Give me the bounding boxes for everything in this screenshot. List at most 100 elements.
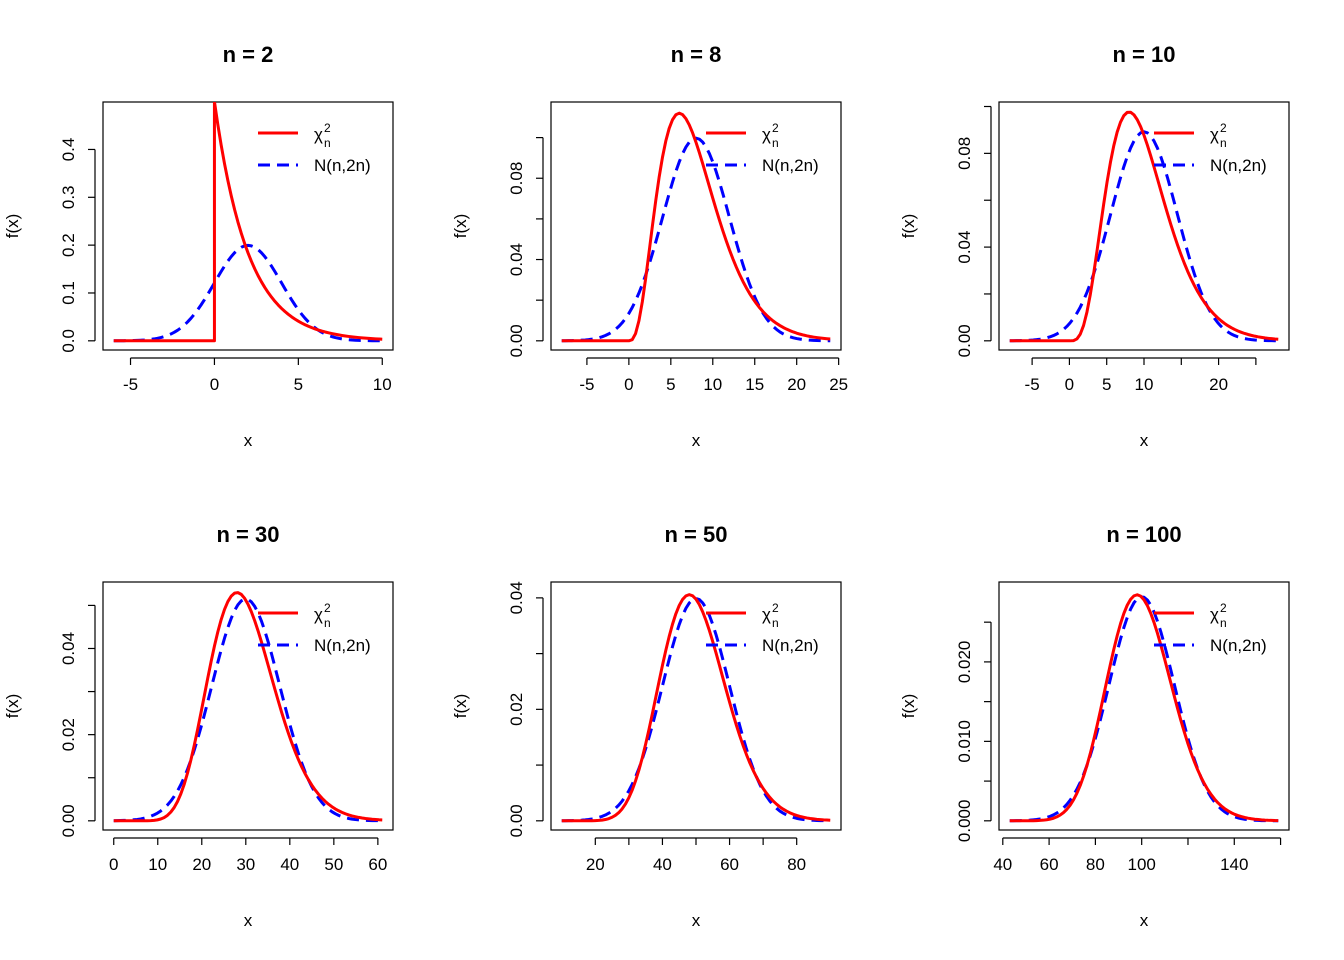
x-axis-label: x — [692, 431, 701, 450]
y-tick-label: 0.4 — [59, 138, 78, 162]
x-tick-label: 20 — [1209, 375, 1228, 394]
panel-n-8: n = 8 -5 0 5 10 15 20 25 0.00 0.04 0.08 x f(x) χ 2n N(n… — [451, 42, 848, 450]
y-axis-label: f(x) — [451, 694, 470, 719]
y-tick-label: 0.00 — [955, 324, 974, 357]
x-tick-label: 140 — [1220, 855, 1248, 874]
legend-chi-subscript: n — [772, 136, 779, 150]
y-axis-label: f(x) — [451, 214, 470, 239]
x-axis-label: x — [1140, 431, 1149, 450]
legend-chi-superscript: 2 — [772, 601, 779, 615]
panel-title: n = 100 — [1106, 522, 1181, 547]
legend-chi-subscript: n — [1220, 136, 1227, 150]
legend-chi-subscript: n — [324, 616, 331, 630]
plot-frame — [102, 101, 394, 351]
y-tick-label: 0.00 — [59, 804, 78, 837]
x-tick-label: 0 — [210, 375, 219, 394]
x-tick-label: 10 — [1135, 375, 1154, 394]
legend-normal-label: N(n,2n) — [762, 636, 819, 655]
y-tick-label: 0.02 — [59, 718, 78, 751]
legend-chi-subscript: n — [1220, 616, 1227, 630]
y-tick-label: 0.04 — [507, 581, 526, 614]
x-tick-label: 0 — [624, 375, 633, 394]
x-tick-label: 10 — [703, 375, 722, 394]
x-tick-label: 30 — [236, 855, 255, 874]
chi-square-curve — [113, 102, 383, 343]
plot-frame — [550, 581, 842, 831]
plot-frame — [998, 581, 1290, 831]
plot-frame — [550, 101, 842, 351]
legend-chi-superscript: 2 — [772, 121, 779, 135]
y-tick-label: 0.2 — [59, 233, 78, 257]
x-tick-label: -5 — [1025, 375, 1040, 394]
x-tick-label: 40 — [653, 855, 672, 874]
y-tick-label: 0.04 — [955, 231, 974, 264]
chi-square-curve — [1009, 110, 1279, 343]
panel-n-100: n = 100 40 60 80 100 140 0.000 0.010 0.020 x f(x) χ… — [899, 522, 1290, 930]
x-axis-label: x — [244, 911, 253, 930]
legend-chi-superscript: 2 — [324, 601, 331, 615]
y-axis-label: f(x) — [3, 694, 22, 719]
x-tick-label: 0 — [109, 855, 118, 874]
x-tick-label: -5 — [579, 375, 594, 394]
x-tick-label: 40 — [280, 855, 299, 874]
x-tick-label: 10 — [148, 855, 167, 874]
plot-frame — [102, 581, 394, 831]
chi-square-curve — [561, 111, 831, 343]
x-axis-label: x — [244, 431, 253, 450]
panel-title: n = 10 — [1113, 42, 1176, 67]
x-tick-label: 25 — [829, 375, 848, 394]
x-tick-label: 15 — [745, 375, 764, 394]
y-tick-label: 0.00 — [507, 324, 526, 357]
panel-n-10: n = 10 -5 0 5 10 20 0.00 0.04 0.08 x f(x) χ 2n N(n,2n… — [899, 42, 1290, 450]
chi-square-curve — [113, 591, 383, 823]
x-tick-label: 60 — [1040, 855, 1059, 874]
legend-chi-superscript: 2 — [1220, 121, 1227, 135]
legend-chi-label: χ — [762, 605, 771, 624]
panel-n-30: n = 30 0 10 20 30 40 50 60 0.00 0.02 0.04 x f(x) χ 2nN… — [3, 522, 394, 930]
y-tick-label: 0.02 — [507, 693, 526, 726]
y-tick-label: 0.000 — [955, 800, 974, 843]
chi-square-curve — [1009, 593, 1279, 823]
x-tick-label: 60 — [368, 855, 387, 874]
panel-n-50: n = 50 20 40 60 80 0.00 0.02 0.04 x f(x) χ 2n N(n,2n… — [451, 522, 842, 930]
x-tick-label: 20 — [787, 375, 806, 394]
legend-chi-superscript: 2 — [324, 121, 331, 135]
x-tick-label: 80 — [1086, 855, 1105, 874]
y-tick-label: 0.020 — [955, 641, 974, 684]
legend-chi-subscript: n — [324, 136, 331, 150]
y-tick-label: 0.010 — [955, 720, 974, 763]
normal-curve — [113, 243, 383, 343]
panel-title: n = 2 — [223, 42, 274, 67]
legend-chi-label: χ — [762, 125, 771, 144]
y-axis-label: f(x) — [3, 214, 22, 239]
y-tick-label: 0.04 — [507, 243, 526, 276]
legend-chi-label: χ — [1210, 605, 1219, 624]
legend-chi-superscript: 2 — [1220, 601, 1227, 615]
legend-normal-label: N(n,2n) — [1210, 636, 1267, 655]
x-tick-label: 5 — [1102, 375, 1111, 394]
legend-normal-label: N(n,2n) — [314, 636, 371, 655]
legend-chi-label: χ — [1210, 125, 1219, 144]
legend-chi-label: χ — [314, 125, 323, 144]
panel-n-2: n = 2 -5 0 5 10 0.0 0.1 0.2 0.3 0.4 x f(x) χ 2n N(n,2n… — [3, 42, 394, 450]
y-tick-label: 0.08 — [955, 137, 974, 170]
legend-normal-label: N(n,2n) — [314, 156, 371, 175]
y-tick-label: 0.04 — [59, 632, 78, 665]
legend-chi-label: χ — [314, 605, 323, 624]
y-tick-label: 0.1 — [59, 281, 78, 305]
normal-curve — [1009, 595, 1279, 823]
x-tick-label: 50 — [324, 855, 343, 874]
x-tick-label: 40 — [993, 855, 1012, 874]
x-tick-label: 60 — [720, 855, 739, 874]
panel-title: n = 8 — [671, 42, 722, 67]
x-tick-label: 5 — [666, 375, 675, 394]
legend-normal-label: N(n,2n) — [762, 156, 819, 175]
x-tick-label: 5 — [294, 375, 303, 394]
x-tick-label: 20 — [586, 855, 605, 874]
x-tick-label: 80 — [787, 855, 806, 874]
normal-curve — [561, 596, 831, 823]
panel-title: n = 30 — [217, 522, 280, 547]
x-tick-label: 100 — [1127, 855, 1155, 874]
x-tick-label: -5 — [123, 375, 138, 394]
